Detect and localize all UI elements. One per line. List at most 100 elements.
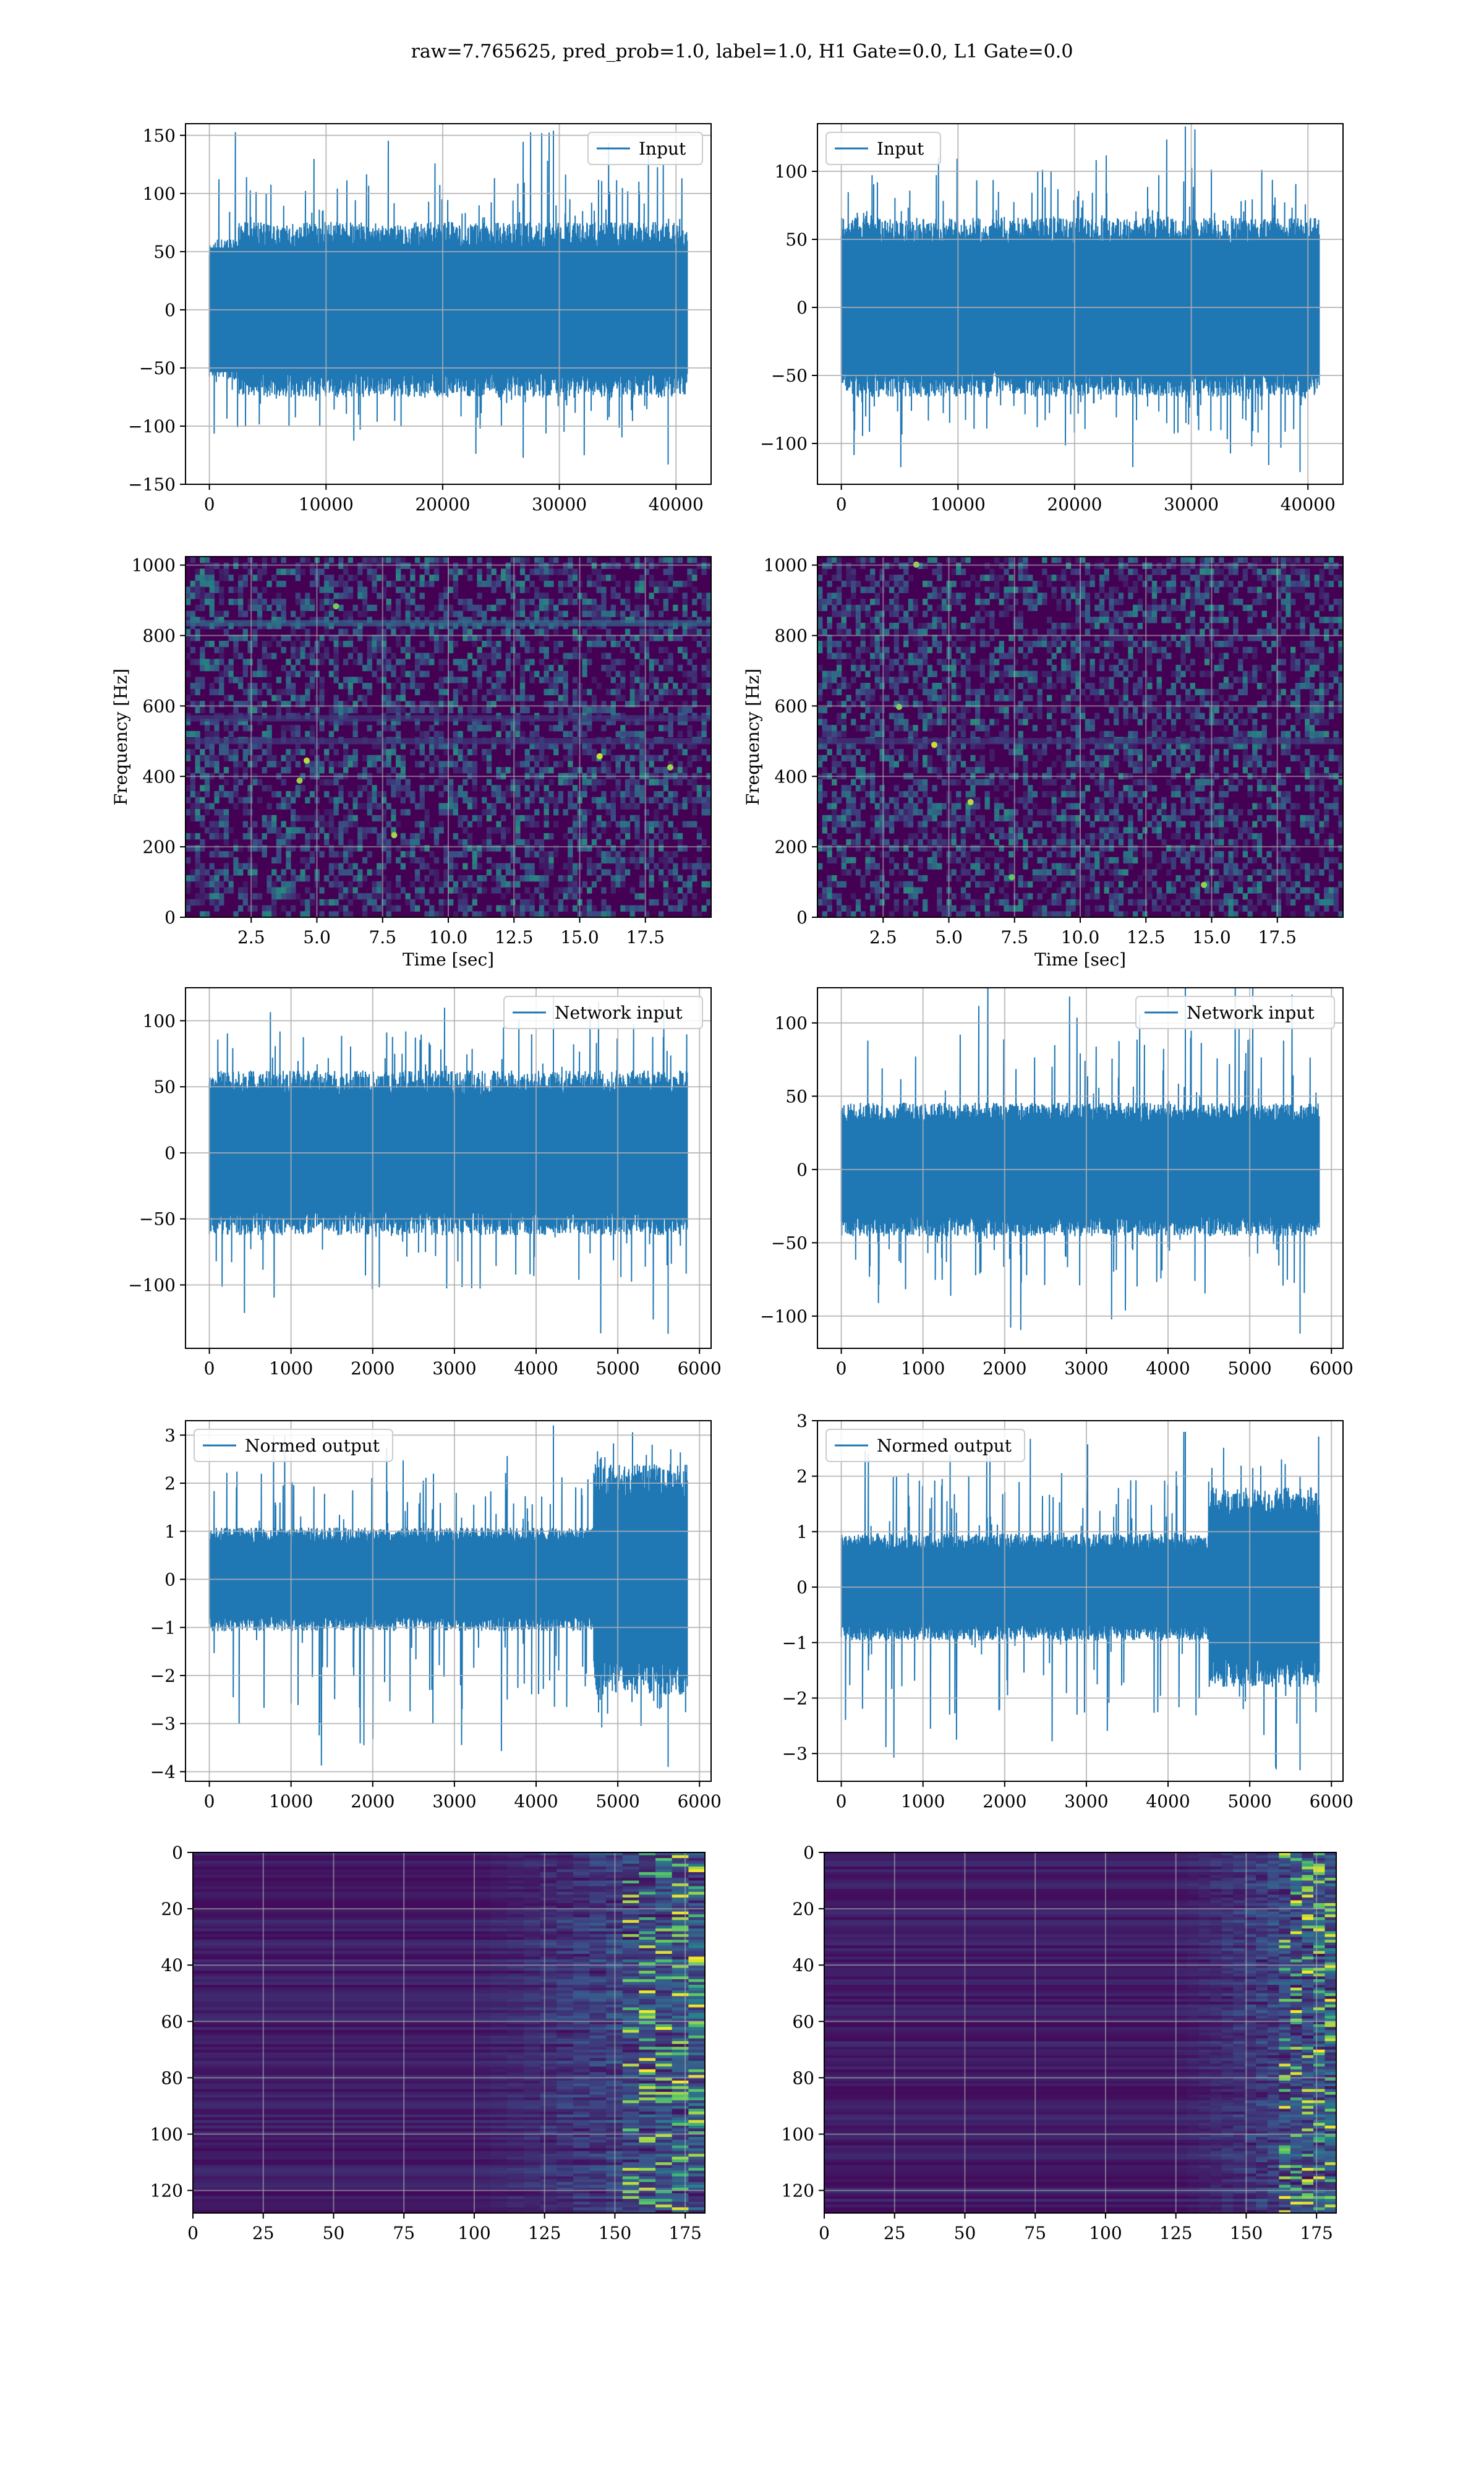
input-h1-ytick-label: −150 [128,474,176,495]
input-l1-xtick-label: 20000 [1047,494,1102,515]
normed-output-h1-frame [185,1420,712,1782]
normed-output-h1-ytick-label: 1 [164,1522,176,1542]
spectrogram-l1-xtick-label: 12.5 [1127,927,1165,948]
network-input-h1-ytick-label: −50 [139,1209,176,1230]
network-input-l1-xtick-label: 4000 [1146,1358,1190,1379]
normed-output-l1-xtick-label: 6000 [1310,1791,1354,1812]
input-l1-ytick-label: 100 [775,161,808,182]
feature-map-h1-ytick-label: 60 [161,2011,183,2032]
spectrogram-l1-ytick-label: 200 [775,837,808,857]
normed-output-h1-xtick-label: 2000 [351,1791,394,1812]
input-h1-ytick-label: 150 [143,126,176,146]
feature-map-h1-ytick-label: 0 [172,1843,183,1863]
normed-output-l1-xtick-label: 1000 [901,1791,945,1812]
spectrogram-h1-xlabel: Time [sec] [403,949,494,970]
spectrogram-h1-xtick-label: 15.0 [560,927,599,948]
spectrogram-h1-ytick-label: 400 [143,766,176,787]
feature-map-l1-plot-area [824,1852,1336,2213]
input-h1-ytick-label: −50 [139,358,176,379]
network-input-h1-frame [185,987,712,1349]
normed-output-h1-plot-area [186,1421,711,1781]
spectrogram-l1-ytick-label: 0 [796,907,808,928]
input-h1-ytick-label: 0 [164,300,176,320]
network-input-h1-legend: Network input [503,996,703,1029]
spectrogram-h1-ytick-label: 800 [143,626,176,646]
spectrogram-h1-xtick-label: 5.0 [303,927,331,948]
normed-output-h1-xtick-label: 0 [204,1791,215,1812]
input-h1-ytick-label: −100 [128,416,176,437]
input-h1-legend: Input [587,132,703,165]
normed-output-l1-xtick-label: 4000 [1146,1791,1190,1812]
normed-output-h1-ytick-label: 2 [164,1473,176,1494]
network-input-h1-xtick-label: 0 [204,1358,215,1379]
spectrogram-h1-ytick-label: 1000 [132,555,176,576]
input-l1-xtick-label: 10000 [931,494,986,515]
spectrogram-l1-xtick-label: 7.5 [1000,927,1028,948]
network-input-h1-xtick-label: 6000 [678,1358,722,1379]
spectrogram-l1-xtick-label: 2.5 [869,927,897,948]
feature-map-l1-ytick-label: 80 [792,2068,814,2088]
network-input-h1-grid [186,988,711,1348]
input-l1-frame [817,123,1344,485]
input-h1-legend-label: Input [639,139,686,159]
spectrogram-h1-ylabel: Frequency [Hz] [111,669,131,805]
network-input-l1-legend: Network input [1135,996,1335,1029]
network-input-l1-chart: 0 1000 2000 3000 4000 5000 6000 −100 −50 0 50 100 Ne… [760,987,1354,1379]
input-l1-ytick-label: −50 [771,366,808,386]
network-input-l1-xtick-label: 5000 [1227,1358,1271,1379]
feature-map-h1-frame [192,1852,706,2214]
feature-map-l1-grid [824,1852,1336,2213]
input-h1-ytick-label: 100 [143,184,176,204]
normed-output-h1-xtick-label: 5000 [595,1791,639,1812]
spectrogram-h1-ytick-label: 0 [164,907,176,928]
normed-output-l1-ytick-label: 1 [796,1522,808,1542]
normed-output-l1-chart: 0 1000 2000 3000 4000 5000 6000 −3 −2 −1 0 1 2 3 Norme… [782,1411,1354,1812]
network-input-l1-ytick-label: 0 [796,1160,808,1180]
feature-map-h1-ytick-label: 120 [150,2181,183,2201]
feature-map-l1-ytick-label: 60 [792,2011,814,2032]
feature-map-h1-xtick-label: 75 [393,2223,415,2243]
normed-output-l1-frame [817,1420,1344,1782]
feature-map-h1-chart: 0 25 50 75 100 125 150 175 0 20 40 60 80 100 120 [150,1843,706,2243]
feature-map-l1-ytick-label: 40 [792,1955,814,1975]
normed-output-h1-ytick-label: −3 [150,1714,176,1734]
network-input-l1-ytick-label: −100 [760,1306,808,1327]
network-input-l1-xtick-label: 6000 [1310,1358,1354,1379]
spectrogram-h1-grid [186,557,711,917]
network-input-l1-legend-label: Network input [1187,1003,1315,1023]
feature-map-l1-xtick-label: 0 [819,2223,830,2243]
input-h1-plot-area [186,124,711,484]
input-l1-legend-label: Input [877,139,924,159]
input-l1-ytick-label: −100 [760,434,808,454]
spectrogram-h1-xtick-label: 2.5 [237,927,265,948]
feature-map-h1-xtick-label: 0 [187,2223,198,2243]
spectrogram-l1-ytick-label: 1000 [764,555,808,576]
normed-output-h1-ytick-label: −4 [150,1761,176,1782]
feature-map-l1-xtick-label: 125 [1159,2223,1192,2243]
normed-output-h1-xtick-label: 3000 [432,1791,476,1812]
feature-map-h1-plot-area [193,1852,705,2213]
normed-output-h1-ytick-label: −1 [150,1617,176,1638]
network-input-h1-xtick-label: 1000 [269,1358,313,1379]
feature-map-h1-grid [193,1852,705,2213]
normed-output-l1-xtick-label: 0 [836,1791,847,1812]
feature-map-l1-ytick-label: 100 [782,2124,814,2144]
input-l1-plot-area [817,124,1343,484]
input-h1-xtick-label: 40000 [649,494,704,515]
feature-map-h1-ytick-label: 80 [161,2068,183,2088]
spectrogram-l1-xlabel: Time [sec] [1034,949,1126,970]
input-l1-xtick-label: 0 [836,494,847,515]
input-l1-grid [817,124,1343,484]
feature-map-l1-ytick-label: 20 [792,1899,814,1919]
feature-map-h1-xtick-label: 100 [458,2223,490,2243]
feature-map-h1-ytick-label: 100 [150,2124,183,2144]
input-l1-xtick-label: 40000 [1281,494,1336,515]
input-h1-xtick-label: 20000 [415,494,470,515]
network-input-h1-xtick-label: 2000 [351,1358,394,1379]
normed-output-l1-ytick-label: −3 [782,1744,808,1764]
spectrogram-h1-xtick-label: 12.5 [495,927,533,948]
input-h1-frame [185,123,712,485]
spectrogram-h1-plot-area [186,557,711,917]
normed-output-h1-legend: Normed output [194,1429,393,1462]
